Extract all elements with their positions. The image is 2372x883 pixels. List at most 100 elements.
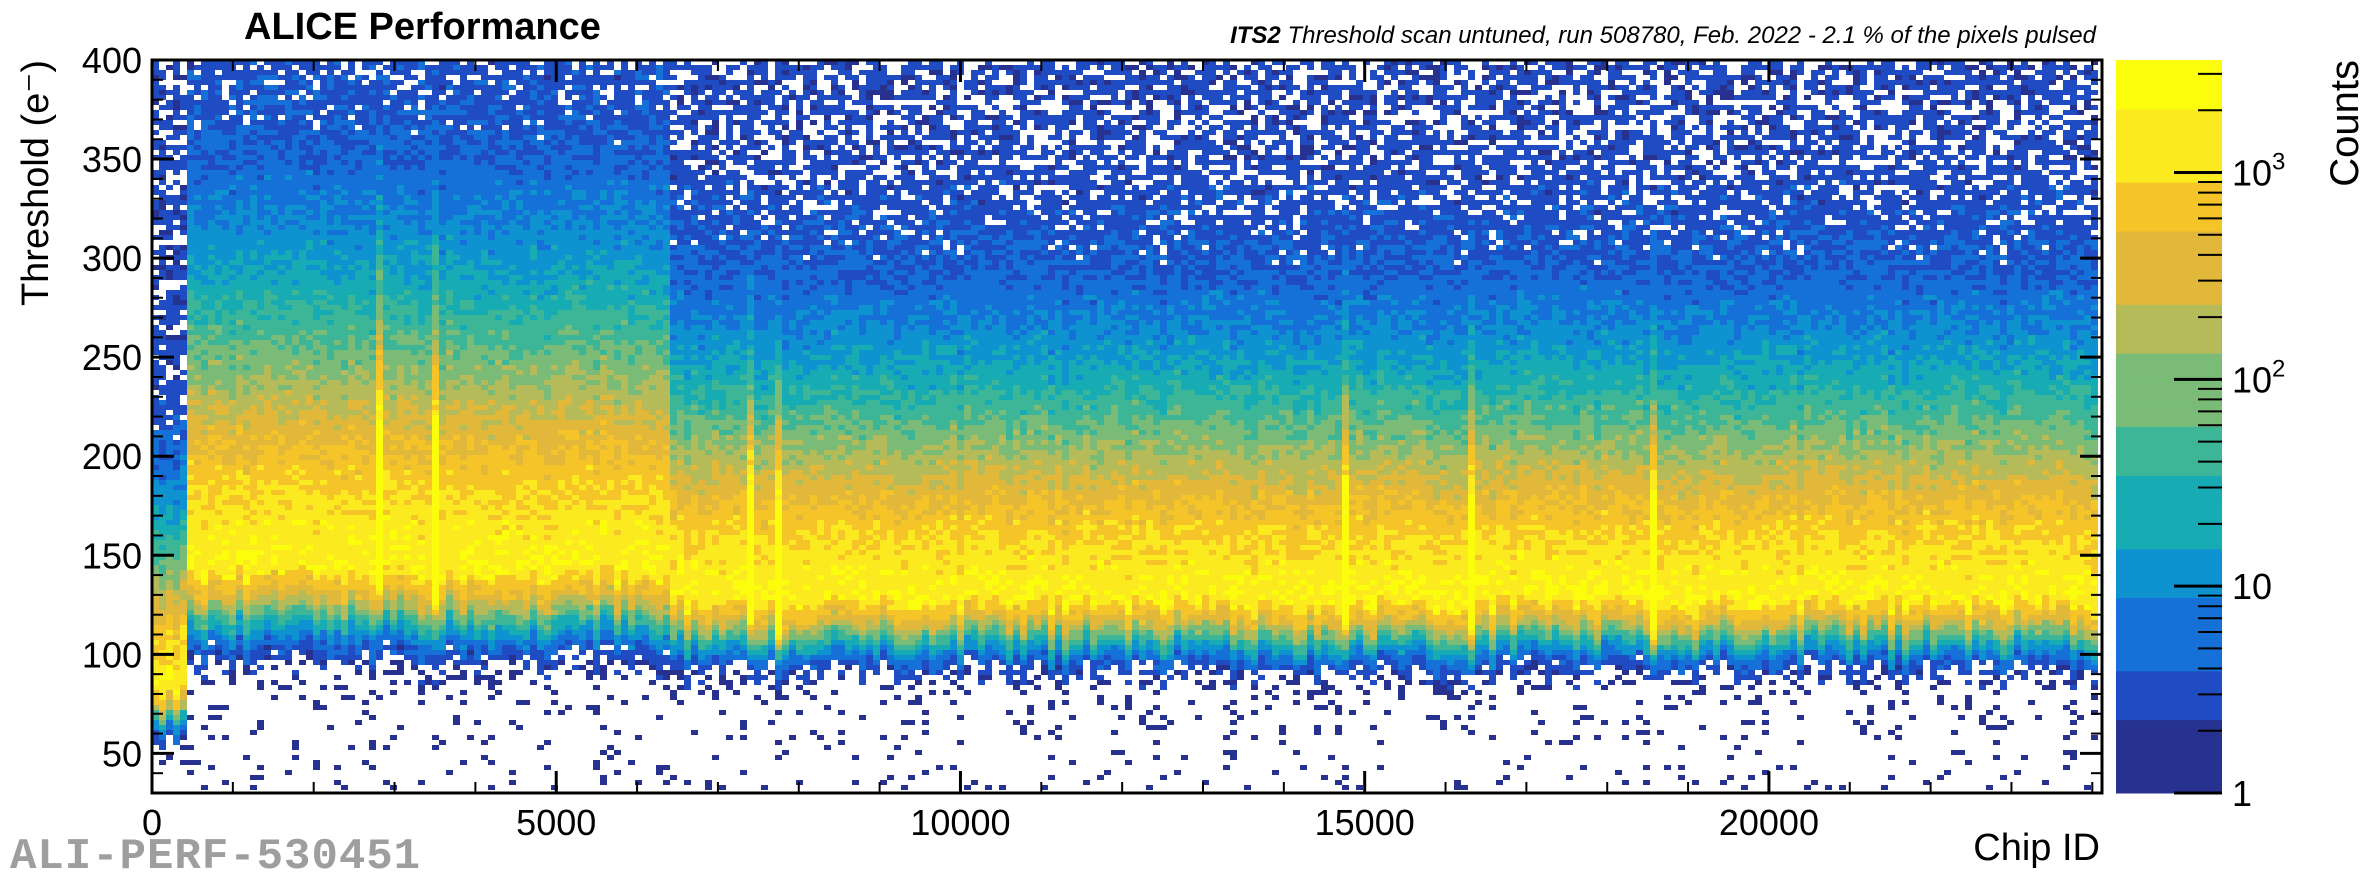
heatmap-cell: [369, 145, 376, 150]
heatmap-cell: [411, 465, 418, 470]
heatmap-cell: [376, 555, 383, 560]
heatmap-cell: [418, 345, 425, 350]
heatmap-cell: [222, 630, 229, 635]
heatmap-cell: [306, 500, 313, 505]
heatmap-cell: [236, 325, 243, 330]
heatmap-cell: [432, 565, 439, 570]
heatmap-cell: [348, 180, 355, 185]
heatmap-cell: [320, 335, 327, 340]
heatmap-cell: [250, 730, 257, 735]
heatmap-cell: [376, 370, 383, 375]
heatmap-cell: [397, 215, 404, 220]
heatmap-cell: [222, 305, 229, 310]
heatmap-cell: [341, 465, 348, 470]
heatmap-cell: [383, 475, 390, 480]
heatmap-cell: [432, 240, 439, 245]
heatmap-cell: [404, 355, 411, 360]
heatmap-cell: [418, 485, 425, 490]
heatmap-cell: [390, 625, 397, 630]
heatmap-cell: [397, 600, 404, 605]
heatmap-cell: [187, 320, 194, 325]
heatmap-cell: [292, 445, 299, 450]
heatmap-cell: [166, 305, 173, 310]
heatmap-cell: [264, 530, 271, 535]
heatmap-cell: [327, 475, 334, 480]
heatmap-cell: [369, 595, 376, 600]
heatmap-cell: [320, 650, 327, 655]
heatmap-cell: [236, 340, 243, 345]
heatmap-cell: [432, 340, 439, 345]
heatmap-cell: [166, 460, 173, 465]
heatmap-cell: [439, 390, 446, 395]
heatmap-cell: [271, 165, 278, 170]
heatmap-cell: [390, 450, 397, 455]
heatmap-cell: [355, 235, 362, 240]
heatmap-cell: [404, 95, 411, 100]
heatmap-cell: [404, 320, 411, 325]
heatmap-cell: [404, 195, 411, 200]
heatmap-cell: [348, 635, 355, 640]
heatmap-cell: [187, 540, 194, 545]
heatmap-cell: [334, 455, 341, 460]
heatmap-cell: [271, 520, 278, 525]
heatmap-cell: [376, 495, 383, 500]
heatmap-cell: [278, 240, 285, 245]
heatmap-cell: [278, 300, 285, 305]
heatmap-cell: [166, 630, 173, 635]
heatmap-cell: [313, 545, 320, 550]
heatmap-cell: [257, 585, 264, 590]
heatmap-cell: [404, 510, 411, 515]
heatmap-cell: [306, 150, 313, 155]
heatmap-cell: [376, 420, 383, 425]
heatmap-cell: [299, 115, 306, 120]
heatmap-cell: [222, 100, 229, 105]
heatmap-cell: [313, 200, 320, 205]
heatmap-cell: [432, 385, 439, 390]
heatmap-cell: [320, 205, 327, 210]
heatmap-cell: [348, 320, 355, 325]
heatmap-cell: [187, 155, 194, 160]
heatmap-cell: [362, 475, 369, 480]
heatmap-cell: [208, 505, 215, 510]
heatmap-cell: [285, 570, 292, 575]
heatmap-cell: [432, 65, 439, 70]
heatmap-cell: [271, 85, 278, 90]
heatmap-cell: [201, 725, 208, 730]
heatmap-cell: [313, 175, 320, 180]
heatmap-cell: [376, 80, 383, 85]
heatmap-cell: [159, 715, 166, 720]
heatmap-cell: [187, 375, 194, 380]
heatmap-cell: [362, 125, 369, 130]
heatmap-cell: [432, 355, 439, 360]
heatmap-cell: [201, 185, 208, 190]
heatmap-cell: [257, 590, 264, 595]
heatmap-cell: [404, 370, 411, 375]
heatmap-cell: [369, 540, 376, 545]
heatmap-cell: [348, 520, 355, 525]
heatmap-cell: [320, 430, 327, 435]
heatmap-cell: [334, 185, 341, 190]
heatmap-cell: [208, 275, 215, 280]
heatmap-cell: [180, 225, 187, 230]
heatmap-cell: [285, 150, 292, 155]
heatmap-cell: [271, 115, 278, 120]
heatmap-cell: [236, 560, 243, 565]
heatmap-cell: [180, 275, 187, 280]
heatmap-cell: [278, 235, 285, 240]
heatmap-cell: [327, 335, 334, 340]
heatmap-cell: [327, 550, 334, 555]
heatmap-cell: [180, 245, 187, 250]
heatmap-cell: [299, 555, 306, 560]
heatmap-cell: [208, 525, 215, 530]
heatmap-cell: [411, 635, 418, 640]
heatmap-cell: [222, 165, 229, 170]
heatmap-cell: [404, 240, 411, 245]
heatmap-cell: [334, 365, 341, 370]
heatmap-cell: [327, 270, 334, 275]
heatmap-cell: [229, 390, 236, 395]
heatmap-cell: [187, 575, 194, 580]
heatmap-cell: [257, 510, 264, 515]
heatmap-cell: [222, 535, 229, 540]
heatmap-cell: [222, 465, 229, 470]
heatmap-cell: [250, 220, 257, 225]
